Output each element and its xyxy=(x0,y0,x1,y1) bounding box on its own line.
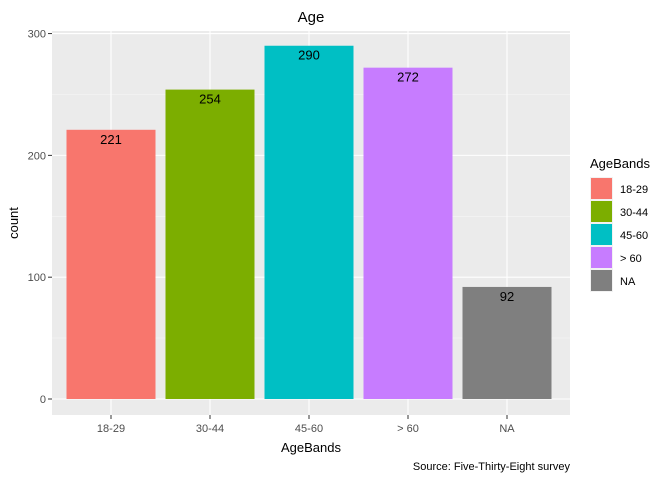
data-labels: 221 254 290 272 92 xyxy=(100,48,514,304)
bar-NA xyxy=(462,286,552,399)
bar-45-60 xyxy=(264,45,354,399)
legend: AgeBands 18-29 30-44 45-60 > 60 NA xyxy=(590,156,650,292)
y-axis-title: count xyxy=(6,207,21,239)
legend-title: AgeBands xyxy=(590,156,650,171)
x-tick-label: > 60 xyxy=(397,423,419,435)
x-axis: 18-29 30-44 45-60 > 60 NA xyxy=(97,415,515,435)
legend-swatch xyxy=(591,224,612,245)
chart-title: Age xyxy=(298,9,325,26)
x-tick-label: 30-44 xyxy=(196,423,224,435)
data-label: 272 xyxy=(397,70,419,85)
x-tick-label: 45-60 xyxy=(295,423,323,435)
legend-label: > 60 xyxy=(620,253,642,265)
legend-label: 18-29 xyxy=(620,184,648,196)
x-axis-title: AgeBands xyxy=(281,440,341,455)
legend-swatch xyxy=(591,270,612,291)
bar-30-44 xyxy=(165,89,255,399)
y-axis: 0 100 200 300 xyxy=(28,29,52,406)
bars xyxy=(66,45,552,400)
data-label: 290 xyxy=(298,48,320,63)
legend-label: 30-44 xyxy=(620,207,648,219)
y-tick-label: 0 xyxy=(40,394,46,406)
legend-swatch xyxy=(591,201,612,222)
x-tick-label: NA xyxy=(499,423,515,435)
legend-swatch xyxy=(591,247,612,268)
data-label: 221 xyxy=(100,132,122,147)
data-label: 92 xyxy=(500,289,514,304)
caption: Source: Five-Thirty-Eight survey xyxy=(413,461,571,473)
legend-label: NA xyxy=(620,276,636,288)
y-tick-label: 300 xyxy=(28,29,46,41)
legend-label: 45-60 xyxy=(620,230,648,242)
y-tick-label: 100 xyxy=(28,272,46,284)
x-tick-label: 18-29 xyxy=(97,423,125,435)
data-label: 254 xyxy=(199,92,221,107)
bar--60 xyxy=(363,67,453,399)
bar-18-29 xyxy=(66,129,156,400)
legend-swatch xyxy=(591,178,612,199)
y-tick-label: 200 xyxy=(28,150,46,162)
